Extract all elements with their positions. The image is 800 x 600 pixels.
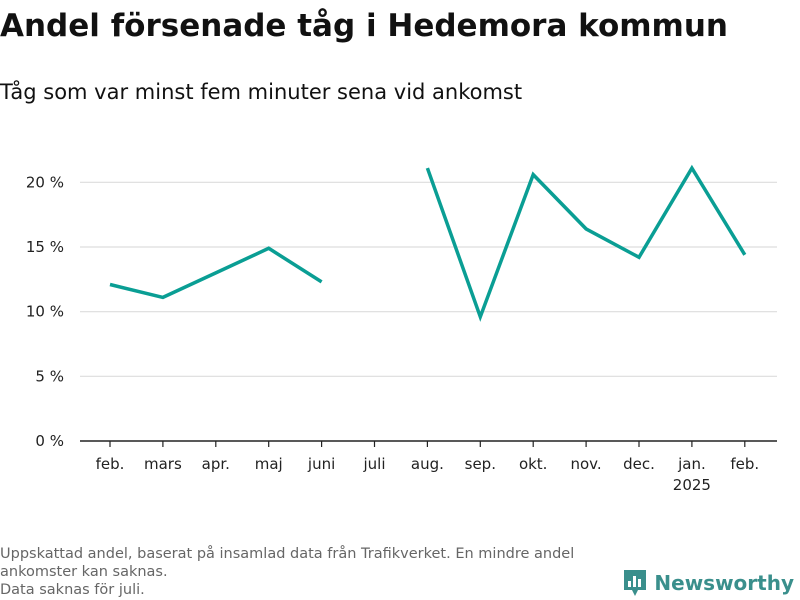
x-tick-label: juni	[307, 455, 335, 473]
x-tick-label: feb.	[96, 455, 125, 473]
series-line-segment	[425, 164, 747, 322]
x-tick-label: feb.	[730, 455, 759, 473]
x-tick-label: nov.	[571, 455, 602, 473]
footnote: Uppskattad andel, baserat på insamlad da…	[0, 545, 640, 599]
series-line-segment	[109, 246, 323, 300]
y-tick-label: 10 %	[26, 303, 64, 321]
x-tick-label: maj	[255, 455, 283, 473]
x-tick-label: juli	[362, 455, 385, 473]
brand-logo: Newsworthy	[622, 568, 794, 598]
x-tick-label: sep.	[465, 455, 496, 473]
chart-title: Andel försenade tåg i Hedemora kommun	[0, 8, 728, 44]
x-tick-label: aug.	[411, 455, 444, 473]
gridlines	[80, 181, 777, 377]
x-tick-label: dec.	[623, 455, 655, 473]
brand-name: Newsworthy	[654, 571, 794, 595]
footnote-line-source: Uppskattad andel, baserat på insamlad da…	[0, 546, 575, 580]
y-tick-label: 15 %	[26, 238, 64, 256]
x-tick-sublabel: 2025	[673, 476, 711, 494]
x-tick-label: mars	[144, 455, 182, 473]
newsworthy-logo-icon	[624, 570, 647, 596]
x-tick-label: okt.	[519, 455, 548, 473]
y-tick-label: 5 %	[35, 367, 64, 385]
y-tick-label: 0 %	[35, 432, 64, 450]
x-tick-label: apr.	[202, 455, 230, 473]
y-tick-label: 20 %	[26, 173, 64, 191]
y-axis: 0 % 5 % 10 % 15 % 20 %	[26, 173, 64, 450]
x-tick-label: jan.	[677, 455, 706, 473]
footnote-line-missing: Data saknas för juli.	[0, 582, 145, 598]
chart-subtitle: Tåg som var minst fem minuter sena vid a…	[0, 80, 523, 104]
series-lines	[109, 164, 747, 322]
x-axis: feb. mars apr. maj juni juli aug. sep. okt. nov. d…	[80, 440, 777, 494]
line-chart: 0 % 5 % 10 % 15 % 20 % feb. mars apr. maj juni ju…	[26, 164, 777, 494]
